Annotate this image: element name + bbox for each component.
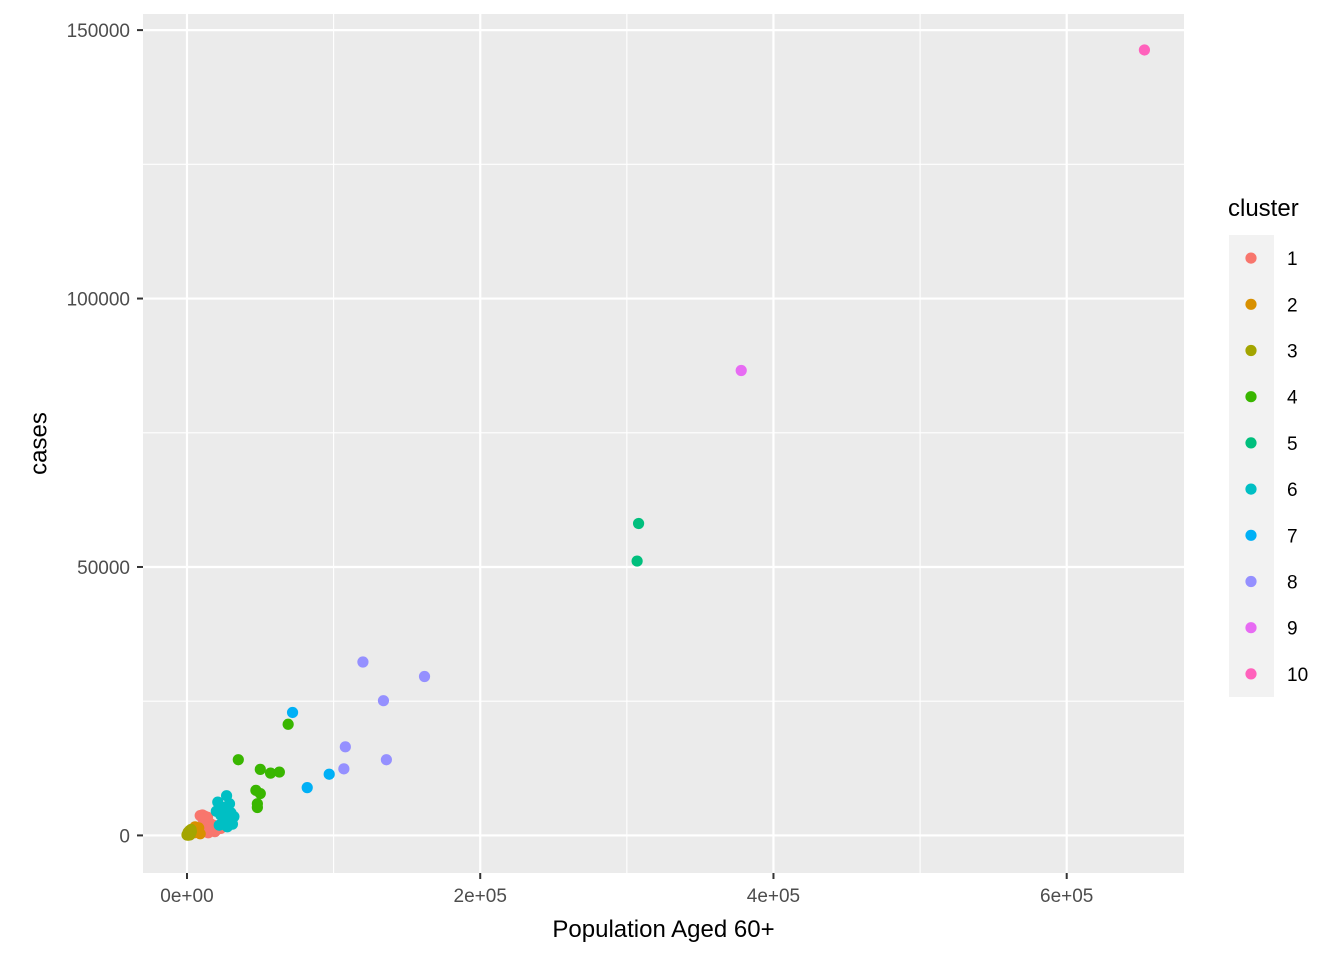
point-cluster-8 bbox=[380, 754, 392, 766]
point-cluster-8 bbox=[377, 695, 390, 707]
y-tick-label: 50000 bbox=[77, 558, 130, 579]
x-tick-label: 2e+05 bbox=[454, 886, 507, 907]
y-tick-label: 150000 bbox=[67, 21, 130, 42]
legend-label-cluster-4: 4 bbox=[1287, 388, 1298, 409]
x-axis-title: Population Aged 60+ bbox=[552, 916, 774, 943]
minor-gridlines bbox=[143, 14, 1184, 873]
point-cluster-3 bbox=[183, 829, 195, 841]
point-cluster-7 bbox=[323, 768, 335, 780]
point-cluster-4 bbox=[254, 763, 266, 775]
legend-items: 1 2 3 4 5 6 7 8 9 10 bbox=[1245, 249, 1308, 686]
legend-key-cluster-8 bbox=[1245, 575, 1257, 588]
legend: cluster 1 2 3 4 5 6 7 8 9 10 bbox=[1228, 195, 1308, 697]
point-cluster-4 bbox=[232, 754, 244, 766]
point-cluster-8 bbox=[418, 670, 431, 683]
point-cluster-4 bbox=[264, 767, 277, 779]
legend-label-cluster-10: 10 bbox=[1287, 665, 1308, 686]
point-cluster-9 bbox=[735, 364, 747, 377]
point-cluster-7 bbox=[301, 782, 313, 794]
legend-key-cluster-10 bbox=[1245, 668, 1257, 680]
y-axis: 0 50000 100000 150000 bbox=[67, 21, 143, 847]
point-cluster-8 bbox=[338, 763, 350, 775]
point-cluster-8 bbox=[357, 656, 369, 668]
point-cluster-2 bbox=[194, 828, 206, 840]
legend-key-cluster-3 bbox=[1245, 344, 1257, 357]
point-cluster-5 bbox=[632, 517, 645, 530]
legend-key-cluster-5 bbox=[1245, 437, 1257, 449]
x-tick-label: 4e+05 bbox=[747, 886, 800, 907]
legend-key-cluster-1 bbox=[1245, 252, 1257, 264]
legend-key-cluster-4 bbox=[1245, 391, 1257, 403]
data-points bbox=[181, 44, 1151, 841]
legend-label-cluster-9: 9 bbox=[1287, 619, 1298, 640]
legend-label-cluster-2: 2 bbox=[1287, 295, 1298, 316]
x-axis: 0e+00 2e+05 4e+05 6e+05 bbox=[160, 873, 1093, 907]
point-cluster-4 bbox=[254, 787, 266, 800]
legend-label-cluster-5: 5 bbox=[1287, 434, 1298, 455]
legend-title: cluster bbox=[1228, 195, 1299, 222]
legend-key-background bbox=[1229, 235, 1274, 697]
x-tick-label: 6e+05 bbox=[1040, 886, 1093, 907]
point-cluster-6 bbox=[221, 821, 233, 833]
point-cluster-7 bbox=[286, 706, 299, 719]
legend-label-cluster-7: 7 bbox=[1287, 526, 1298, 547]
point-cluster-5 bbox=[631, 555, 643, 567]
point-cluster-8 bbox=[339, 741, 351, 753]
y-axis-title: cases bbox=[25, 412, 52, 475]
legend-key-cluster-6 bbox=[1245, 483, 1257, 495]
legend-label-cluster-8: 8 bbox=[1287, 573, 1298, 594]
legend-label-cluster-6: 6 bbox=[1287, 480, 1298, 501]
x-tick-label: 0e+00 bbox=[160, 886, 213, 907]
legend-label-cluster-1: 1 bbox=[1287, 249, 1298, 270]
point-cluster-4 bbox=[251, 801, 263, 814]
y-tick-label: 0 bbox=[119, 826, 130, 847]
legend-label-cluster-3: 3 bbox=[1287, 342, 1298, 363]
plot-panel bbox=[143, 14, 1184, 873]
legend-key-cluster-2 bbox=[1245, 298, 1257, 310]
legend-key-cluster-9 bbox=[1245, 622, 1257, 634]
legend-key-cluster-7 bbox=[1245, 529, 1257, 541]
y-tick-label: 100000 bbox=[67, 290, 130, 311]
point-cluster-10 bbox=[1138, 44, 1151, 56]
point-cluster-4 bbox=[282, 718, 294, 730]
major-gridlines bbox=[143, 14, 1184, 873]
point-cluster-4 bbox=[273, 766, 285, 778]
